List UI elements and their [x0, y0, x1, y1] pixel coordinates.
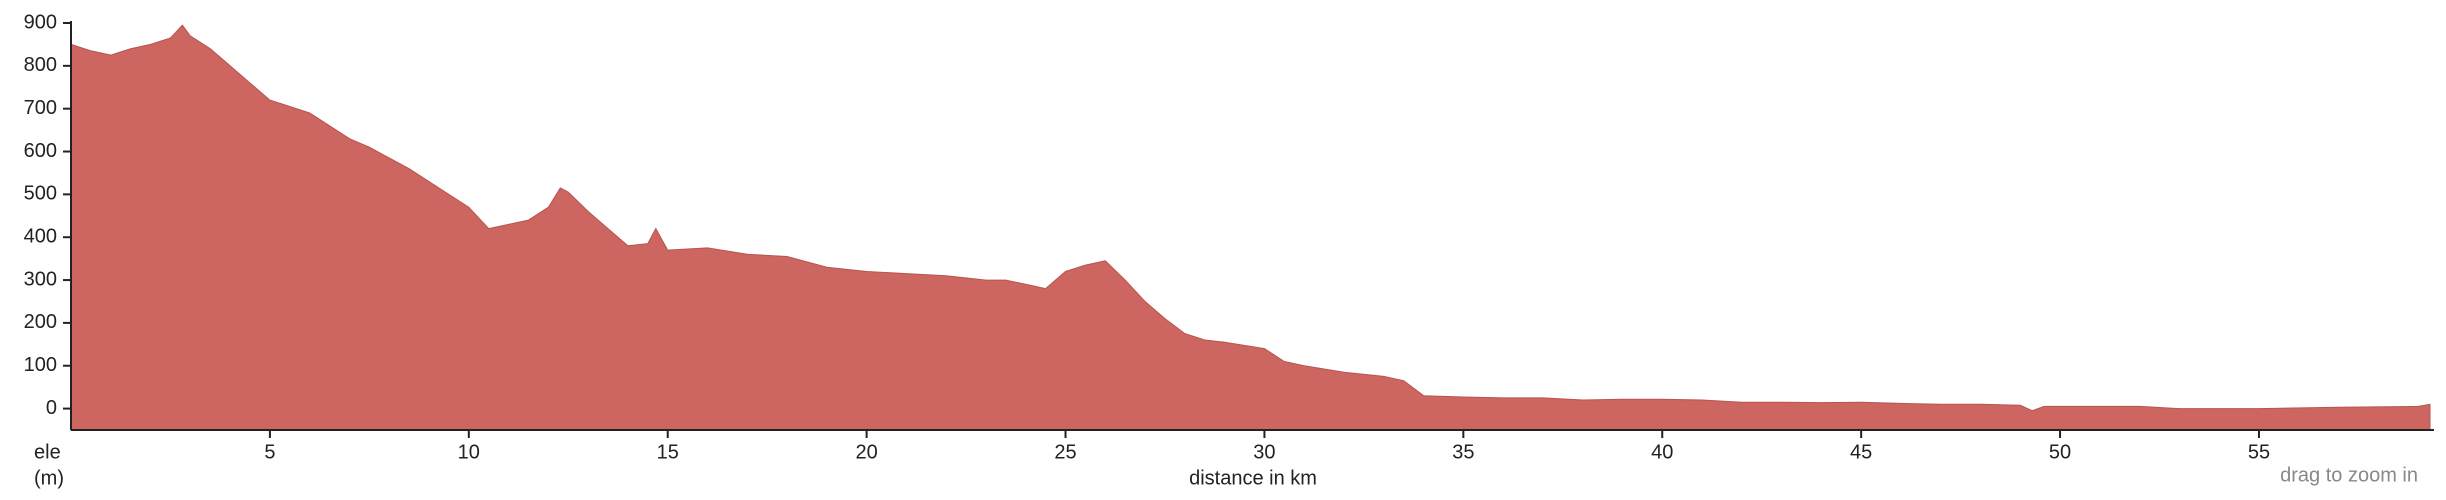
y-tick-label: 600: [24, 140, 57, 162]
x-tick-label: 10: [458, 441, 480, 463]
annotation[interactable]: drag to zoom in: [2280, 464, 2418, 486]
x-tick-label: 5: [264, 441, 275, 463]
y-tick-label: 300: [24, 268, 57, 290]
x-tick-label: 15: [657, 441, 679, 463]
x-tick-label: 30: [1253, 441, 1275, 463]
x-tick-label: 50: [2049, 441, 2071, 463]
y-tick-label: 200: [24, 311, 57, 333]
y-axis-label: ele: [34, 441, 61, 463]
y-tick-label: 500: [24, 183, 57, 205]
y-tick-label: 100: [24, 354, 57, 376]
y-tick-label: 800: [24, 54, 57, 76]
y-tick-label: 0: [46, 397, 57, 419]
y-axis-label: (m): [34, 467, 64, 489]
x-tick-label: 55: [2248, 441, 2270, 463]
x-tick-label: 45: [1850, 441, 1872, 463]
elevation-area: [70, 24, 2431, 431]
y-tick-label: 700: [24, 97, 57, 119]
x-tick-label: 20: [855, 441, 877, 463]
x-tick-label: 25: [1054, 441, 1076, 463]
x-tick-label: 40: [1651, 441, 1673, 463]
y-tick-label: 900: [24, 11, 57, 33]
x-tick-label: 35: [1452, 441, 1474, 463]
y-tick-label: 400: [24, 225, 57, 247]
x-axis-label: distance in km: [1189, 467, 1317, 489]
